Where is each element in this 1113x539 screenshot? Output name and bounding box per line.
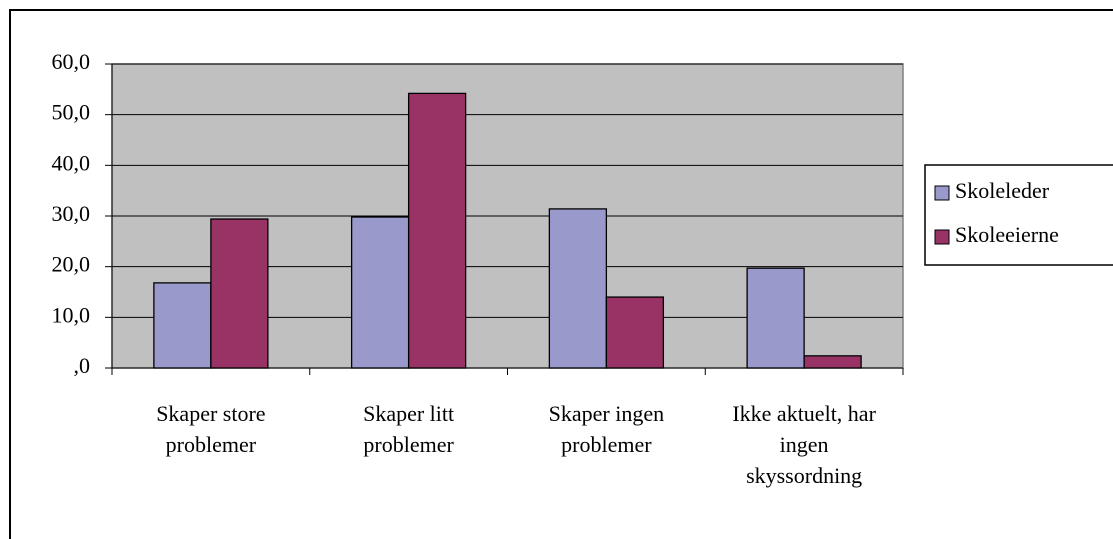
bar <box>350 216 410 369</box>
chart-border <box>9 9 1113 539</box>
y-tick-label: ,0 <box>74 353 91 378</box>
bar <box>605 296 665 369</box>
x-tick-label: Skaper litt problemer <box>363 401 455 457</box>
bar <box>803 355 862 369</box>
y-tick-label: 20,0 <box>52 252 91 277</box>
legend-swatch <box>934 229 950 245</box>
legend-label: Skoleeierne <box>955 222 1059 247</box>
y-tick-label: 60,0 <box>52 49 91 74</box>
x-tick-label: Skaper ingen problemer <box>548 401 665 457</box>
y-tick-label: 10,0 <box>52 302 91 327</box>
y-tick-label: 40,0 <box>52 150 91 175</box>
legend-swatch <box>934 185 950 201</box>
legend-box <box>924 164 1113 266</box>
bar <box>407 92 467 369</box>
legend-label: Skoleleder <box>955 178 1050 203</box>
bar <box>548 208 608 369</box>
bar <box>746 267 805 369</box>
x-tick-label: Skaper store problemer <box>156 401 266 457</box>
y-tick-label: 30,0 <box>52 201 91 226</box>
bar <box>210 218 269 369</box>
bar <box>153 282 212 369</box>
y-tick-label: 50,0 <box>52 100 91 125</box>
x-tick-label: Ikke aktuelt, har ingen skyssordning <box>732 401 876 488</box>
